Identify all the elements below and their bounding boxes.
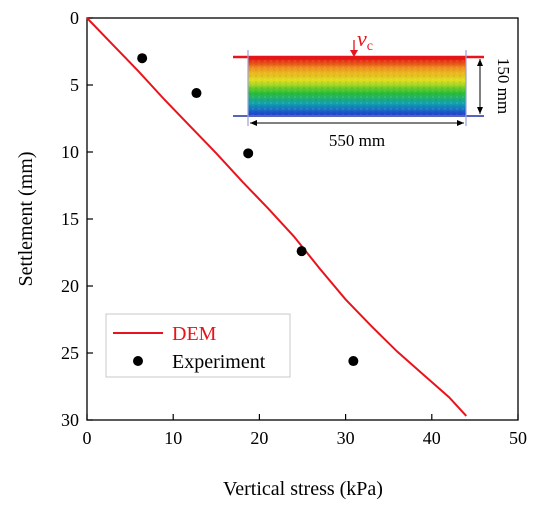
- specimen-texture: [248, 58, 466, 115]
- series-layer: [86, 17, 468, 417]
- x-tick-label: 10: [164, 428, 182, 448]
- data-point-experiment: [137, 53, 148, 64]
- width-arrow-left: [250, 120, 257, 126]
- x-tick-label: 20: [250, 428, 268, 448]
- legend-dem-label: DEM: [172, 323, 217, 345]
- data-point-experiment: [348, 356, 359, 367]
- x-axis: 0 10 20 30 40 50: [83, 414, 527, 448]
- legend-box: [105, 313, 291, 378]
- y-tick-label: 15: [61, 209, 79, 229]
- y-tick-label: 5: [70, 75, 79, 95]
- y-axis: 0 5 10 15 20 25 30: [61, 8, 93, 430]
- velocity-label: vc: [357, 26, 373, 54]
- y-tick-label: 10: [61, 142, 79, 162]
- height-arrow-top: [477, 59, 483, 66]
- specimen-inset: vc 550 mm 150 mm: [233, 26, 513, 150]
- height-arrow-bottom: [477, 107, 483, 114]
- y-tick-label: 0: [70, 8, 79, 28]
- data-point-experiment: [243, 148, 254, 159]
- legend-experiment-marker: [133, 356, 143, 366]
- height-label: 150 mm: [494, 58, 513, 114]
- legend: DEM Experiment: [105, 313, 291, 378]
- width-arrow-right: [457, 120, 464, 126]
- width-label: 550 mm: [329, 131, 385, 150]
- velocity-arrow-head: [350, 50, 358, 57]
- y-tick-label: 20: [61, 276, 79, 296]
- x-tick-label: 50: [509, 428, 527, 448]
- x-tick-label: 0: [83, 428, 92, 448]
- y-tick-label: 25: [61, 343, 79, 363]
- data-point-experiment: [191, 88, 202, 99]
- data-point-experiment: [296, 246, 307, 257]
- y-axis-label: Settlement (mm): [15, 152, 37, 287]
- series-line-dem: [86, 17, 468, 417]
- legend-experiment-label: Experiment: [172, 351, 266, 373]
- x-tick-label: 30: [337, 428, 355, 448]
- x-tick-label: 40: [423, 428, 441, 448]
- y-tick-label: 30: [61, 410, 79, 430]
- x-axis-label: Vertical stress (kPa): [223, 478, 383, 500]
